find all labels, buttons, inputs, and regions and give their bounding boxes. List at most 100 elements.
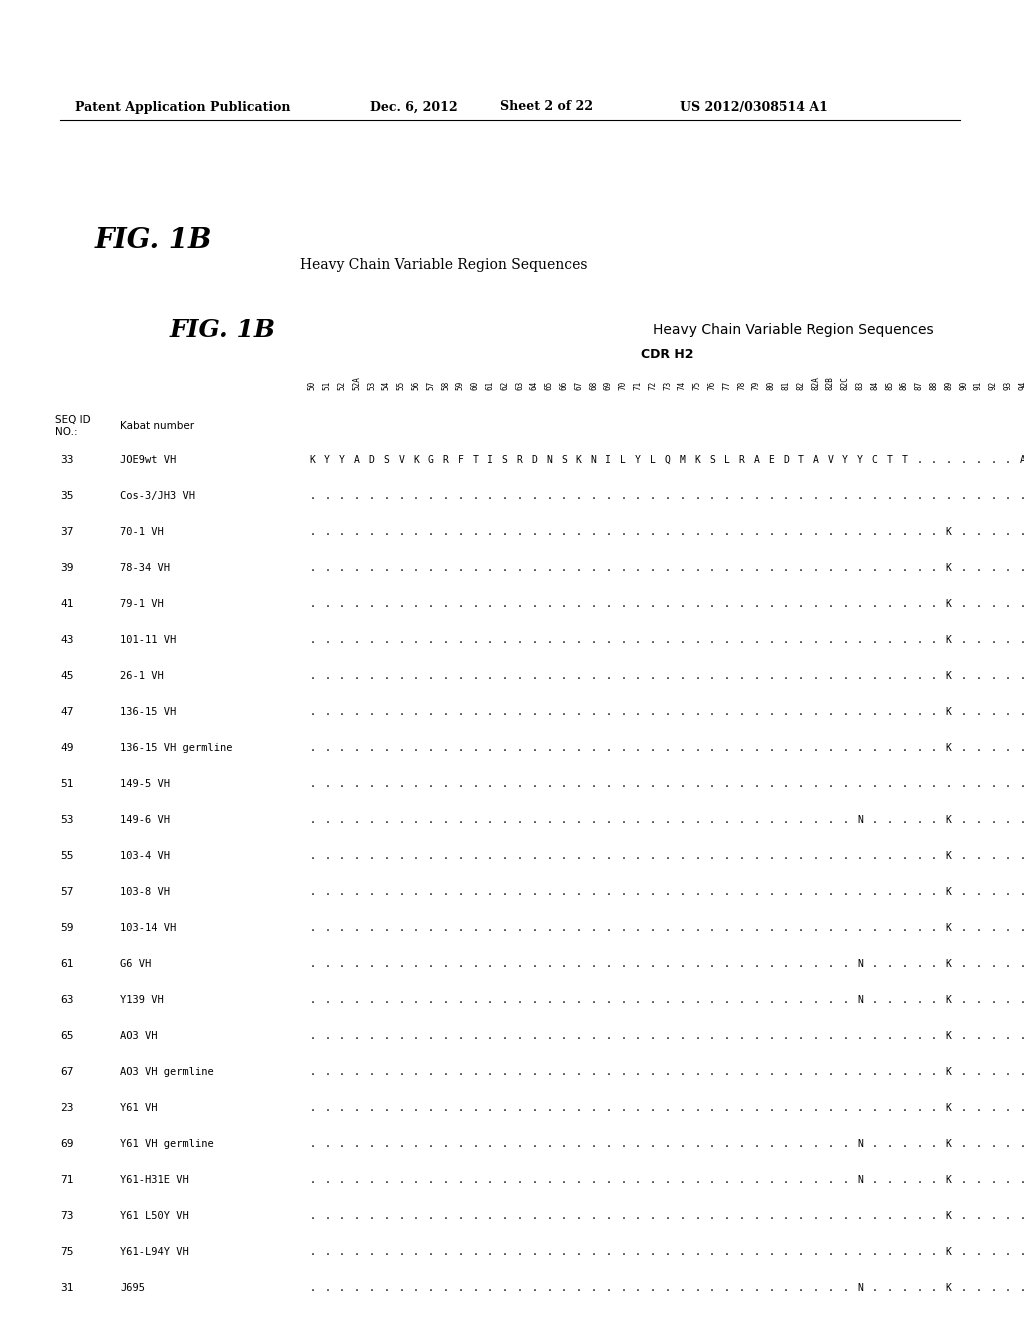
Text: .: .	[827, 527, 834, 537]
Text: .: .	[339, 1283, 345, 1294]
Text: .: .	[843, 814, 848, 825]
Text: .: .	[517, 851, 522, 861]
Text: .: .	[813, 1247, 818, 1257]
Text: .: .	[916, 814, 923, 825]
Text: .: .	[738, 564, 744, 573]
Text: K: K	[946, 923, 951, 933]
Text: .: .	[916, 887, 923, 898]
Text: .: .	[354, 851, 359, 861]
Text: .: .	[442, 1175, 449, 1185]
Text: .: .	[487, 923, 493, 933]
Text: .: .	[871, 527, 878, 537]
Text: .: .	[665, 635, 671, 645]
Text: .: .	[680, 1031, 685, 1041]
Text: .: .	[442, 635, 449, 645]
Text: .: .	[843, 779, 848, 789]
Text: .: .	[783, 564, 788, 573]
Text: .: .	[442, 1067, 449, 1077]
Text: .: .	[798, 708, 804, 717]
Text: .: .	[561, 814, 567, 825]
Text: .: .	[680, 491, 685, 502]
Text: 66: 66	[559, 380, 568, 389]
Text: .: .	[694, 960, 700, 969]
Text: .: .	[325, 671, 330, 681]
Text: .: .	[502, 887, 508, 898]
Text: K: K	[946, 1283, 951, 1294]
Text: 82: 82	[797, 380, 805, 389]
Text: .: .	[354, 1283, 359, 1294]
Text: .: .	[665, 995, 671, 1005]
Text: .: .	[961, 887, 967, 898]
Text: .: .	[665, 887, 671, 898]
Text: .: .	[354, 1210, 359, 1221]
Text: .: .	[798, 995, 804, 1005]
Text: Y61-H31E VH: Y61-H31E VH	[120, 1175, 188, 1185]
Text: 149-5 VH: 149-5 VH	[120, 779, 170, 789]
Text: .: .	[738, 995, 744, 1005]
Text: .: .	[916, 1175, 923, 1185]
Text: .: .	[325, 1247, 330, 1257]
Text: .: .	[665, 671, 671, 681]
Text: .: .	[931, 708, 937, 717]
Text: .: .	[1006, 923, 1011, 933]
Text: .: .	[531, 1067, 538, 1077]
Text: 58: 58	[441, 380, 451, 389]
Text: 54: 54	[382, 380, 391, 389]
Text: .: .	[813, 851, 818, 861]
Text: .: .	[487, 491, 493, 502]
Text: 77: 77	[722, 380, 731, 389]
Text: .: .	[369, 779, 375, 789]
Text: .: .	[502, 743, 508, 752]
Text: .: .	[871, 1104, 878, 1113]
Text: .: .	[531, 599, 538, 609]
Text: .: .	[546, 1175, 552, 1185]
Text: .: .	[738, 491, 744, 502]
Text: NO.:: NO.:	[55, 426, 78, 437]
Text: .: .	[931, 491, 937, 502]
Text: .: .	[502, 1175, 508, 1185]
Text: .: .	[325, 708, 330, 717]
Text: .: .	[575, 779, 582, 789]
Text: .: .	[472, 887, 478, 898]
Text: .: .	[1020, 491, 1024, 502]
Text: .: .	[709, 814, 715, 825]
Text: .: .	[325, 743, 330, 752]
Text: .: .	[931, 995, 937, 1005]
Text: .: .	[635, 1139, 641, 1148]
Text: .: .	[783, 708, 788, 717]
Text: .: .	[502, 491, 508, 502]
Text: .: .	[1006, 743, 1011, 752]
Text: .: .	[724, 779, 730, 789]
Text: .: .	[827, 635, 834, 645]
Text: .: .	[517, 1210, 522, 1221]
Text: .: .	[798, 1283, 804, 1294]
Text: .: .	[901, 1210, 907, 1221]
Text: .: .	[813, 708, 818, 717]
Text: .: .	[621, 635, 626, 645]
Text: N: N	[857, 814, 863, 825]
Text: .: .	[976, 1247, 981, 1257]
Text: 51: 51	[323, 380, 332, 389]
Text: .: .	[887, 814, 893, 825]
Text: .: .	[502, 599, 508, 609]
Text: .: .	[309, 1031, 315, 1041]
Text: .: .	[605, 851, 611, 861]
Text: .: .	[813, 1283, 818, 1294]
Text: 149-6 VH: 149-6 VH	[120, 814, 170, 825]
Text: .: .	[871, 491, 878, 502]
Text: .: .	[827, 814, 834, 825]
Text: .: .	[309, 1175, 315, 1185]
Text: .: .	[605, 1031, 611, 1041]
Text: .: .	[916, 851, 923, 861]
Text: .: .	[458, 1104, 463, 1113]
Text: .: .	[339, 564, 345, 573]
Text: .: .	[442, 1104, 449, 1113]
Text: .: .	[976, 779, 981, 789]
Text: .: .	[339, 708, 345, 717]
Text: .: .	[487, 851, 493, 861]
Text: .: .	[325, 960, 330, 969]
Text: 73: 73	[60, 1210, 74, 1221]
Text: .: .	[857, 1210, 863, 1221]
Text: .: .	[798, 743, 804, 752]
Text: .: .	[591, 708, 597, 717]
